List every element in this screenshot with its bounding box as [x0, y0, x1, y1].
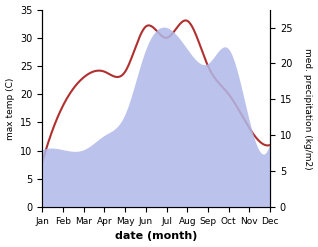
X-axis label: date (month): date (month)	[115, 231, 197, 242]
Y-axis label: med. precipitation (kg/m2): med. precipitation (kg/m2)	[303, 48, 313, 169]
Y-axis label: max temp (C): max temp (C)	[5, 77, 15, 140]
